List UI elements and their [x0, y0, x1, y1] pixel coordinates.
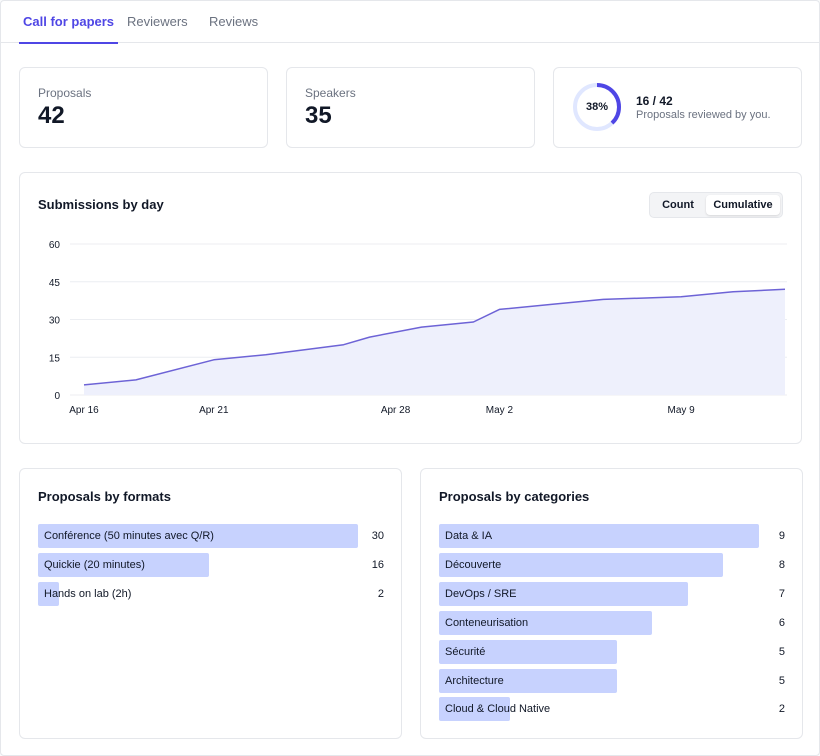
category-bar-label: Cloud & Cloud Native — [445, 703, 551, 716]
speakers-stat-card: Speakers 35 — [286, 67, 535, 148]
category-bar-row: Sécurité 5 — [439, 639, 785, 664]
category-bar-value: 8 — [778, 558, 785, 571]
format-bar-label: Quickie (20 minutes) — [44, 558, 145, 571]
category-bar — [439, 581, 688, 606]
category-bar-label: Architecture — [445, 674, 504, 687]
count-toggle-button[interactable]: Count — [662, 199, 694, 211]
y-tick-label: 45 — [49, 278, 61, 289]
review-progress-card: 38% 16 / 42 Proposals reviewed by you. — [553, 67, 802, 148]
format-bar-label: Hands on lab (2h) — [44, 587, 132, 600]
tab-reviews[interactable]: Reviews — [209, 14, 259, 29]
category-bar-value: 5 — [778, 645, 785, 658]
format-bar-row: Quickie (20 minutes) 16 — [38, 552, 384, 577]
category-bar-value: 2 — [778, 703, 785, 716]
progress-ring-arc — [573, 83, 621, 131]
review-count: 16 / 42 — [636, 94, 673, 108]
category-bar-label: Sécurité — [445, 645, 486, 658]
category-bar-row: Découverte 8 — [439, 552, 785, 577]
category-bar — [439, 639, 617, 664]
category-bar-row: Conteneurisation 6 — [439, 610, 785, 635]
series-area — [84, 289, 785, 395]
y-tick-label: 60 — [49, 240, 61, 251]
x-tick-label: May 2 — [486, 405, 514, 416]
category-bar-label: DevOps / SRE — [445, 587, 517, 600]
category-bar-row: Architecture 5 — [439, 668, 785, 693]
proposals-stat-card: Proposals 42 — [19, 67, 268, 148]
category-bar — [439, 524, 759, 548]
category-bar-label: Data & IA — [445, 530, 493, 542]
proposals-stat-value: 42 — [38, 102, 65, 129]
speakers-stat-label: Speakers — [305, 86, 356, 100]
review-percent: 38% — [585, 101, 609, 113]
category-bar — [439, 552, 724, 577]
y-tick-label: 30 — [49, 316, 61, 327]
formats-title: Proposals by formats — [38, 489, 171, 504]
x-tick-label: Apr 28 — [381, 405, 411, 416]
category-bar-row: Cloud & Cloud Native 2 — [439, 697, 785, 722]
submissions-chart-title: Submissions by day — [38, 197, 164, 212]
y-tick-label: 15 — [49, 353, 61, 364]
category-bar-value: 5 — [778, 674, 785, 687]
x-tick-label: Apr 16 — [69, 405, 99, 416]
format-bar-value: 16 — [371, 558, 384, 571]
x-tick-label: Apr 21 — [199, 405, 229, 416]
format-bar-value: 2 — [377, 587, 384, 600]
categories-card: Proposals by categories Data & IA 9 Découv… — [420, 468, 803, 739]
format-bar — [38, 524, 358, 548]
submissions-line-chart: 0 15 30 45 60 Apr 16 Apr 21 Apr 28 May 2 May 9 — [49, 240, 787, 416]
category-bar-row: Data & IA 9 — [439, 524, 785, 548]
cumulative-toggle-button[interactable]: Cumulative — [706, 195, 780, 215]
category-bar-row: DevOps / SRE 7 — [439, 581, 785, 606]
category-bar — [439, 610, 653, 635]
category-bar-value: 7 — [778, 587, 785, 600]
category-bar-value: 9 — [778, 530, 785, 542]
format-bar-value: 30 — [371, 530, 384, 542]
format-bar — [38, 581, 60, 606]
submissions-chart-card: Submissions by day Count Cumulative 0 15 3… — [19, 172, 802, 444]
categories-title: Proposals by categories — [439, 489, 590, 504]
formats-card: Proposals by formats Conférence (50 minu… — [19, 468, 402, 739]
proposals-stat-label: Proposals — [38, 86, 92, 100]
chart-mode-toggle: Count Cumulative — [649, 192, 783, 218]
y-tick-label: 0 — [54, 391, 60, 402]
category-bar — [439, 697, 511, 722]
review-description: Proposals reviewed by you. — [636, 109, 771, 121]
tab-bar: Call for papers Reviewers Reviews — [1, 1, 819, 44]
series-line — [83, 288, 786, 386]
category-bar-label: Conteneurisation — [445, 616, 529, 629]
review-progress-ring: 38% — [572, 82, 622, 132]
x-tick-label: May 9 — [668, 405, 696, 416]
category-bar — [439, 668, 617, 693]
speakers-stat-value: 35 — [305, 102, 332, 129]
tab-reviewers[interactable]: Reviewers — [127, 14, 188, 29]
tab-call-for-papers[interactable]: Call for papers — [18, 1, 119, 44]
format-bar-label: Conférence (50 minutes avec Q/R) — [44, 530, 214, 542]
category-bar-label: Découverte — [445, 558, 502, 571]
format-bar-row: Hands on lab (2h) 2 — [38, 581, 384, 606]
format-bar — [38, 552, 209, 577]
category-bar-value: 6 — [778, 616, 785, 629]
format-bar-row: Conférence (50 minutes avec Q/R) 30 — [38, 524, 384, 548]
